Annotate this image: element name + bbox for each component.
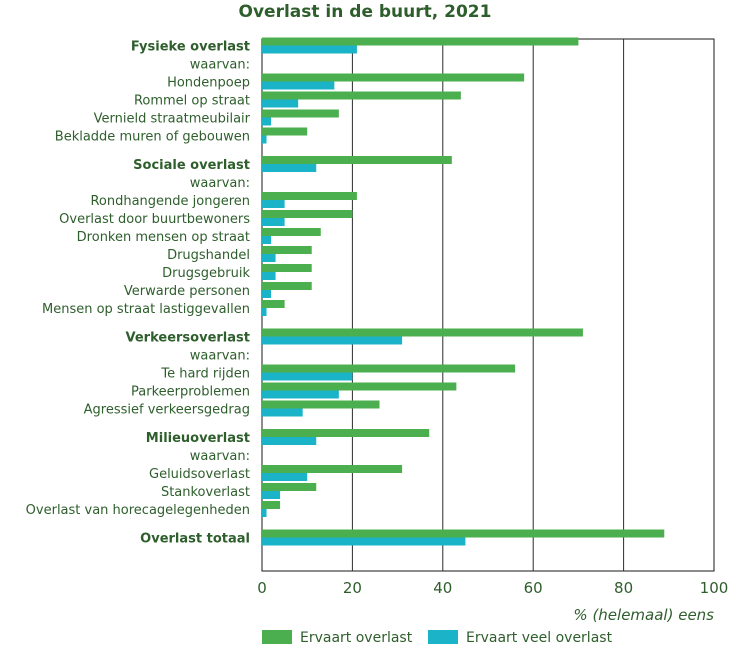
bar-ervaart-veel-overlast: [262, 509, 267, 517]
bar-ervaart-overlast: [262, 382, 457, 391]
bar-ervaart-veel-overlast: [262, 290, 272, 298]
category-label: Hondenpoep: [167, 76, 250, 91]
bar-ervaart-veel-overlast: [262, 81, 335, 90]
category-label: waarvan:: [190, 349, 250, 364]
category-label: Dronken mensen op straat: [77, 230, 250, 245]
category-label: Geluidsoverlast: [149, 467, 250, 482]
bar-ervaart-veel-overlast: [262, 117, 272, 126]
category-label: Overlast van horecagelegenheden: [26, 503, 250, 518]
bar-ervaart-overlast: [262, 246, 312, 254]
bar-ervaart-veel-overlast: [262, 236, 272, 244]
bar-ervaart-veel-overlast: [262, 135, 267, 144]
bar-ervaart-veel-overlast: [262, 200, 285, 208]
bar-ervaart-overlast: [262, 282, 312, 290]
bar-ervaart-overlast: [262, 37, 579, 46]
x-axis-label: % (helemaal) eens: [573, 606, 714, 624]
bar-ervaart-veel-overlast: [262, 390, 339, 399]
category-label: Agressief verkeersgedrag: [84, 403, 250, 418]
x-tick-label: 60: [524, 579, 543, 597]
category-label-group: Fysieke overlast: [131, 40, 250, 55]
bar-ervaart-overlast: [262, 192, 357, 200]
bar-ervaart-overlast: [262, 127, 308, 136]
legend: Ervaart overlast Ervaart veel overlast: [262, 630, 613, 646]
x-tick-label: 20: [343, 579, 362, 597]
bar-ervaart-overlast: [262, 429, 430, 437]
category-label-group: Sociale overlast: [133, 158, 250, 173]
bar-ervaart-overlast: [262, 501, 281, 509]
plot-area: [261, 38, 715, 572]
bar-ervaart-overlast: [262, 300, 285, 308]
bar-ervaart-overlast: [262, 400, 380, 409]
bar-ervaart-veel-overlast: [262, 45, 357, 54]
legend-label: Ervaart overlast: [300, 630, 413, 646]
bars: [262, 37, 665, 546]
bar-ervaart-overlast: [262, 210, 353, 218]
x-tick-label: 80: [614, 579, 633, 597]
category-label: waarvan:: [190, 58, 250, 73]
bar-ervaart-veel-overlast: [262, 254, 276, 262]
gridlines: [351, 39, 625, 571]
legend-swatch: [428, 630, 458, 644]
category-label: Stankoverlast: [161, 485, 250, 500]
bar-ervaart-overlast: [262, 364, 516, 373]
bar-ervaart-veel-overlast: [262, 218, 285, 226]
x-tick-label: 40: [433, 579, 452, 597]
category-label: Bekladde muren of gebouwen: [55, 130, 250, 145]
bar-ervaart-overlast: [262, 156, 452, 164]
bar-ervaart-veel-overlast: [262, 99, 299, 108]
category-label: Rondhangende jongeren: [90, 194, 250, 209]
bar-ervaart-overlast: [262, 483, 317, 491]
category-label: Overlast door buurtbewoners: [59, 212, 250, 227]
bar-ervaart-veel-overlast: [262, 272, 276, 280]
bar-ervaart-veel-overlast: [262, 164, 317, 172]
chart-title: Overlast in de buurt, 2021: [239, 2, 492, 22]
legend-swatch: [262, 630, 292, 644]
category-label: Te hard rijden: [160, 367, 250, 382]
bar-ervaart-veel-overlast: [262, 408, 303, 417]
bar-ervaart-veel-overlast: [262, 491, 281, 499]
category-label: Drugsgebruik: [162, 266, 250, 281]
bar-ervaart-overlast: [262, 328, 583, 337]
bar-ervaart-overlast: [262, 228, 321, 236]
category-label-group: Verkeersoverlast: [126, 331, 250, 346]
bar-ervaart-overlast: [262, 91, 461, 100]
legend-label: Ervaart veel overlast: [466, 630, 613, 646]
bar-ervaart-veel-overlast: [262, 473, 308, 481]
bar-ervaart-veel-overlast: [262, 437, 317, 445]
category-label: Parkeerproblemen: [131, 385, 250, 400]
bar-ervaart-overlast: [262, 465, 403, 473]
bar-ervaart-overlast: [262, 73, 525, 82]
bar-ervaart-overlast: [262, 529, 665, 538]
category-label-group: Overlast totaal: [140, 532, 250, 547]
category-label: waarvan:: [190, 176, 250, 191]
category-label-group: Milieuoverlast: [146, 431, 250, 446]
bar-ervaart-veel-overlast: [262, 336, 403, 345]
x-tick-label: 100: [700, 579, 729, 597]
bar-ervaart-overlast: [262, 109, 339, 118]
category-label: Drugshandel: [167, 248, 250, 263]
bar-ervaart-veel-overlast: [262, 308, 267, 316]
bar-ervaart-veel-overlast: [262, 537, 466, 546]
category-label: Verwarde personen: [124, 284, 250, 299]
category-label: waarvan:: [190, 449, 250, 464]
category-label: Rommel op straat: [134, 94, 250, 109]
category-label: Mensen op straat lastiggevallen: [42, 302, 250, 317]
bar-ervaart-overlast: [262, 264, 312, 272]
bar-ervaart-veel-overlast: [262, 372, 353, 381]
x-tick-labels: 0 20 40 60 80 100: [257, 579, 728, 597]
x-tick-label: 0: [257, 579, 267, 597]
category-label: Vernield straatmeubilair: [94, 112, 251, 127]
category-labels: Fysieke overlast waarvan: Hondenpoep Rommel…: [26, 40, 251, 547]
